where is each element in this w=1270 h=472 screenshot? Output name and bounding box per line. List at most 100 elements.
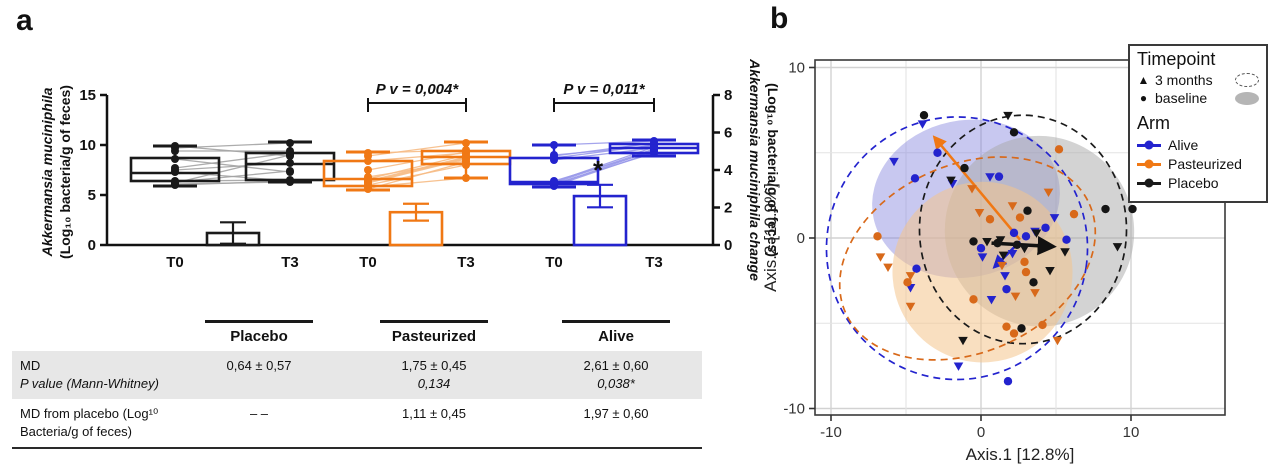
svg-text:0: 0 [977,424,985,441]
cell-pvalue: 0,038* [597,375,635,391]
table-cell: – – [180,405,338,440]
col-header-label: Placebo [230,328,288,345]
plot-legend: Timepoint ▲ 3 months ● baseline Arm Aliv… [1128,44,1268,203]
series-placebo-3-months [946,111,1123,346]
cell-value: – – [249,406,269,422]
cell-value: 1,75 ± 0,45 [401,358,467,373]
plot-content [825,111,1137,386]
col-header-label: Alive [598,328,634,345]
row-label-line1: MD from placebo (Log¹⁰ [20,406,159,422]
svg-text:2: 2 [724,200,732,217]
filled-ellipse-icon [1235,91,1259,105]
svg-text:4: 4 [724,162,733,179]
summary-table: Placebo Pasteurized Alive MD P value (Ma… [12,320,702,450]
table-col-header-placebo: Placebo [180,320,338,345]
svg-text:-10: -10 [783,401,805,418]
significance-star: * [593,155,604,185]
legend-item-label: Pasteurized [1168,156,1242,172]
svg-text:(Log₁₀ bacteria/g of feces): (Log₁₀ bacteria/g of feces) [765,83,781,257]
baseline-ellipse-pasteurized [892,181,1073,363]
table-header-row: Placebo Pasteurized Alive [12,320,702,351]
series-pasteurized-baseline [873,145,1079,338]
y-axis-title: Axis.2 [10.9%] [761,183,780,292]
table-cell: 1,11 ± 0,45 [338,405,530,440]
svg-text:Akkermansia muciniphila change: Akkermansia muciniphila change [747,58,763,281]
3months-ellipse-alive [825,116,1089,381]
svg-text:10: 10 [79,137,96,154]
p-value-annotation: P v = 0,011* [563,81,645,98]
cell-pvalue: 0,134 [417,375,451,391]
legend-item-label: Alive [1168,137,1199,153]
row-label: MD P value (Mann-Whitney) [12,357,180,392]
svg-text:T0: T0 [166,254,184,271]
alive-pointrange-icon [1137,140,1161,150]
table-cell: 2,61 ± 0,60 0,038* [530,357,702,392]
svg-text:15: 15 [79,87,96,104]
col-header-label: Pasteurized [391,328,477,345]
svg-text:10: 10 [1123,424,1140,441]
series-alive-baseline [910,148,1071,386]
legend-item-pasteurized: Pasteurized [1137,156,1259,172]
legend-item-placebo: Placebo [1137,175,1259,191]
row-label-line2: P value (Mann-Whitney) [20,375,159,391]
circle-icon: ● [1139,91,1148,105]
boxplot-group-alive: * P v = 0,011* T0 T3 [508,81,700,271]
svg-text:T3: T3 [645,254,663,271]
svg-text:T3: T3 [281,254,299,271]
axes: -10 0 10 -10 0 10 Axis.1 [12.8%] Axis.2 [10.9%] [761,60,1139,465]
row-label: MD from placebo (Log¹⁰ Bacteria/g of fec… [12,405,180,440]
p-value-annotation: P v = 0,004* [376,81,460,98]
legend-item-label: baseline [1155,90,1208,106]
cell-value: 0,64 ± 0,57 [226,358,292,373]
series-pasteurized-3-months [875,185,1063,346]
svg-text:5: 5 [88,187,96,204]
cell-value: 1,97 ± 0,60 [583,406,649,422]
centroid-shift-arrow [932,135,1021,241]
legend-timepoint-title: Timepoint [1137,49,1216,69]
pasteurized-pointrange-icon [1137,159,1161,169]
header-overline [562,320,670,323]
centroid-shift-arrow [991,236,1057,256]
table-cell: 1,97 ± 0,60 [530,405,702,440]
row-label-line2: Bacteria/g of feces) [20,423,132,439]
table-cell: 1,75 ± 0,45 0,134 [338,357,530,392]
legend-item-baseline: ● baseline [1137,90,1259,106]
svg-text:6: 6 [724,125,732,142]
placebo-pointrange-icon [1137,178,1161,188]
row-label-line1: MD [20,358,41,373]
legend-item-alive: Alive [1137,137,1259,153]
header-overline [380,320,488,323]
svg-text:0: 0 [88,237,96,254]
table-row-md-from-placebo: MD from placebo (Log¹⁰ Bacteria/g of fec… [12,399,702,447]
cell-value: 2,61 ± 0,60 [583,358,649,373]
table-col-header-alive: Alive [530,320,702,345]
legend-item-3months: ▲ 3 months [1137,72,1259,88]
svg-text:(Log₁₀ bacteria/g of feces): (Log₁₀ bacteria/g of feces) [57,85,73,259]
legend-item-label: Placebo [1168,175,1219,191]
svg-text:0: 0 [724,237,732,254]
header-overline [205,320,313,323]
triangle-icon: ▲ [1137,73,1150,87]
table-cell: 0,64 ± 0,57 [180,357,338,392]
dashed-ellipse-icon [1235,73,1259,87]
legend-item-label: 3 months [1155,72,1213,88]
cell-value: 1,11 ± 0,45 [402,406,466,422]
svg-text:T0: T0 [359,254,377,271]
x-axis-title: Axis.1 [12.8%] [966,445,1075,464]
panel-b-label: b [770,2,789,35]
svg-text:T3: T3 [457,254,475,271]
legend-arm-title: Arm [1137,113,1170,133]
svg-text:Akkermansia muciniphila: Akkermansia muciniphila [39,87,55,257]
series-placebo-baseline [919,111,1137,333]
svg-text:T0: T0 [545,254,563,271]
svg-text:10: 10 [788,60,805,77]
table-row-md: MD P value (Mann-Whitney) 0,64 ± 0,57 1,… [12,351,702,400]
3months-ellipse-placebo [918,114,1128,345]
table-col-header-pasteurized: Pasteurized [338,320,530,345]
boxplot-group-placebo: T0 T3 [129,139,336,271]
svg-text:0: 0 [797,230,805,247]
svg-text:8: 8 [724,87,732,104]
boxplot-group-pasteurized: P v = 0,004* T0 T3 [322,81,512,271]
